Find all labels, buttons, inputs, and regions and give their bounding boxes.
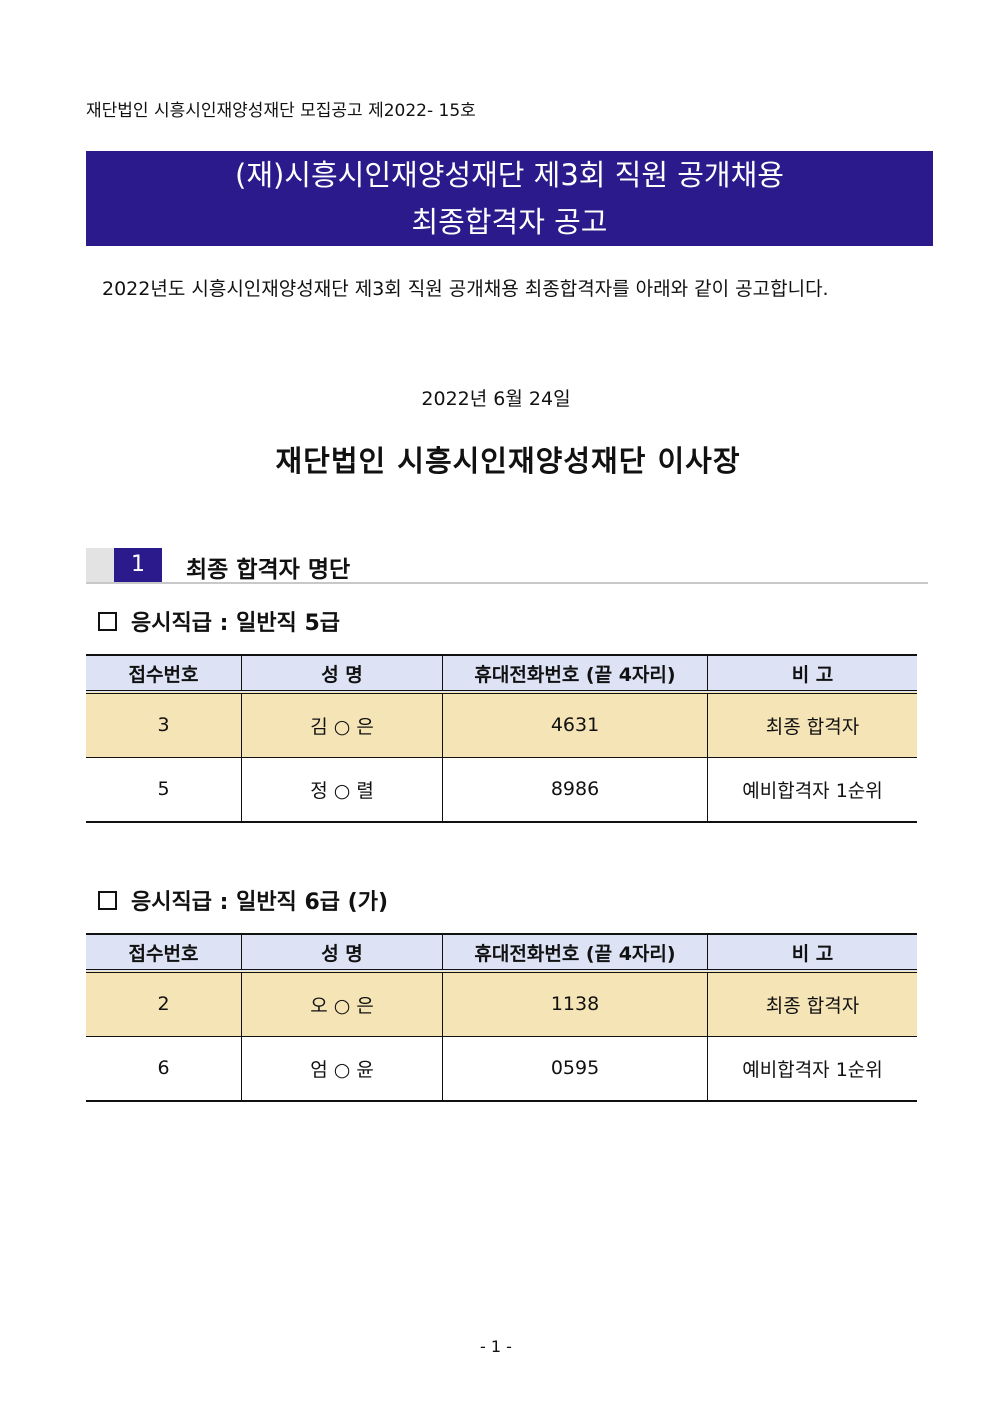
issuer-name: 재단법인 시흥시인재양성재단 이사장 — [275, 444, 741, 478]
square-bullet-icon — [98, 891, 117, 910]
section-marker — [86, 548, 114, 582]
cell: 예비합격자 1순위 — [707, 757, 917, 822]
announcement-date: 2022년 6월 24일 — [421, 388, 571, 410]
cell: 최종 합격자 — [707, 692, 917, 757]
cell: 정 ○ 렬 — [241, 757, 443, 822]
results-table: 접수번호 성 명 휴대전화번호 (끝 4자리) 비 고 2 오 ○ 은 1138… — [86, 933, 917, 1102]
cell: 2 — [157, 993, 170, 1016]
group-title: 응시직급 : 일반직 5급 — [131, 611, 341, 636]
table-header-row: 접수번호 성 명 휴대전화번호 (끝 4자리) 비 고 — [86, 934, 917, 971]
group-title: 응시직급 : 일반직 6급 (가) — [131, 890, 389, 915]
table-row: 5 정 ○ 렬 8986 예비합격자 1순위 — [86, 757, 917, 822]
page-number: - 1 - — [480, 1337, 512, 1356]
group-heading: 응시직급 : 일반직 5급 — [98, 605, 340, 637]
table-row: 3 김 ○ 은 4631 최종 합격자 — [86, 692, 917, 757]
col-header: 휴대전화번호 (끝 4자리) — [442, 934, 708, 971]
col-header: 성 명 — [241, 934, 443, 971]
section-number: 1 — [114, 548, 162, 582]
table-header-row: 접수번호 성 명 휴대전화번호 (끝 4자리) 비 고 — [86, 655, 917, 692]
cell: 1138 — [442, 971, 708, 1036]
document-number: 재단법인 시흥시인재양성재단 모집공고 제2022- 15호 — [86, 101, 476, 121]
col-header: 휴대전화번호 (끝 4자리) — [442, 655, 708, 692]
cell: 김 ○ 은 — [241, 692, 443, 757]
section-heading: 1 최종 합격자 명단 — [86, 548, 928, 584]
cell: 오 ○ 은 — [241, 971, 443, 1036]
col-header: 비 고 — [707, 934, 917, 971]
banner-title-line1: (재)시흥시인재양성재단 제3회 직원 공개채용 — [235, 158, 784, 192]
table-row: 6 엄 ○ 윤 0595 예비합격자 1순위 — [86, 1036, 917, 1101]
cell: 8986 — [442, 757, 708, 822]
table-row: 2 오 ○ 은 1138 최종 합격자 — [86, 971, 917, 1036]
col-header: 접수번호 — [128, 663, 199, 686]
cell: 0595 — [442, 1036, 708, 1101]
cell: 최종 합격자 — [707, 971, 917, 1036]
results-table: 접수번호 성 명 휴대전화번호 (끝 4자리) 비 고 3 김 ○ 은 4631… — [86, 654, 917, 823]
col-header: 접수번호 — [128, 942, 199, 965]
cell: 엄 ○ 윤 — [241, 1036, 443, 1101]
col-header: 비 고 — [707, 655, 917, 692]
banner-title-line2: 최종합격자 공고 — [411, 205, 608, 239]
section-title: 최종 합격자 명단 — [186, 557, 351, 583]
group-heading: 응시직급 : 일반직 6급 (가) — [98, 884, 388, 916]
cell: 5 — [157, 778, 170, 801]
intro-paragraph: 2022년도 시흥시인재양성재단 제3회 직원 공개채용 최종합격자를 아래와 … — [102, 278, 829, 300]
cell: 6 — [157, 1057, 170, 1080]
cell: 4631 — [442, 692, 708, 757]
cell: 예비합격자 1순위 — [707, 1036, 917, 1101]
cell: 3 — [157, 714, 170, 737]
col-header: 성 명 — [241, 655, 443, 692]
title-banner: (재)시흥시인재양성재단 제3회 직원 공개채용 최종합격자 공고 — [86, 151, 933, 246]
square-bullet-icon — [98, 612, 117, 631]
